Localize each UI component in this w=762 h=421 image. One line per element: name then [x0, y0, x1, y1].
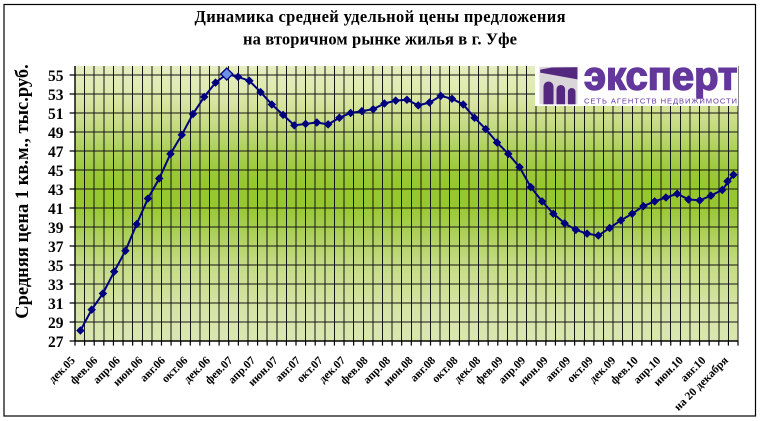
- svg-text:35: 35: [48, 258, 64, 275]
- svg-text:29: 29: [48, 315, 64, 332]
- svg-text:39: 39: [48, 220, 64, 237]
- svg-text:31: 31: [48, 296, 64, 313]
- svg-text:на вторичном рынке жилья в г.: на вторичном рынке жилья в г. Уфе: [243, 30, 517, 49]
- svg-text:55: 55: [48, 68, 64, 85]
- svg-text:СЕТЬ АГЕНТСТВ НЕДВИЖИМОСТИ: СЕТЬ АГЕНТСТВ НЕДВИЖИМОСТИ: [584, 97, 737, 106]
- svg-text:51: 51: [48, 106, 64, 123]
- svg-text:Средняя цена 1 кв.м., тыс.руб.: Средняя цена 1 кв.м., тыс.руб.: [13, 64, 33, 319]
- svg-text:эксперт: эксперт: [584, 55, 738, 99]
- svg-text:47: 47: [48, 144, 64, 161]
- svg-text:49: 49: [48, 125, 64, 142]
- svg-text:33: 33: [48, 277, 64, 294]
- svg-text:37: 37: [48, 239, 64, 256]
- svg-text:53: 53: [48, 87, 64, 104]
- svg-text:45: 45: [48, 163, 64, 180]
- svg-text:41: 41: [48, 201, 64, 218]
- svg-text:27: 27: [48, 334, 64, 351]
- svg-text:43: 43: [48, 182, 64, 199]
- svg-text:Динамика средней удельной цены: Динамика средней удельной цены предложен…: [195, 7, 566, 26]
